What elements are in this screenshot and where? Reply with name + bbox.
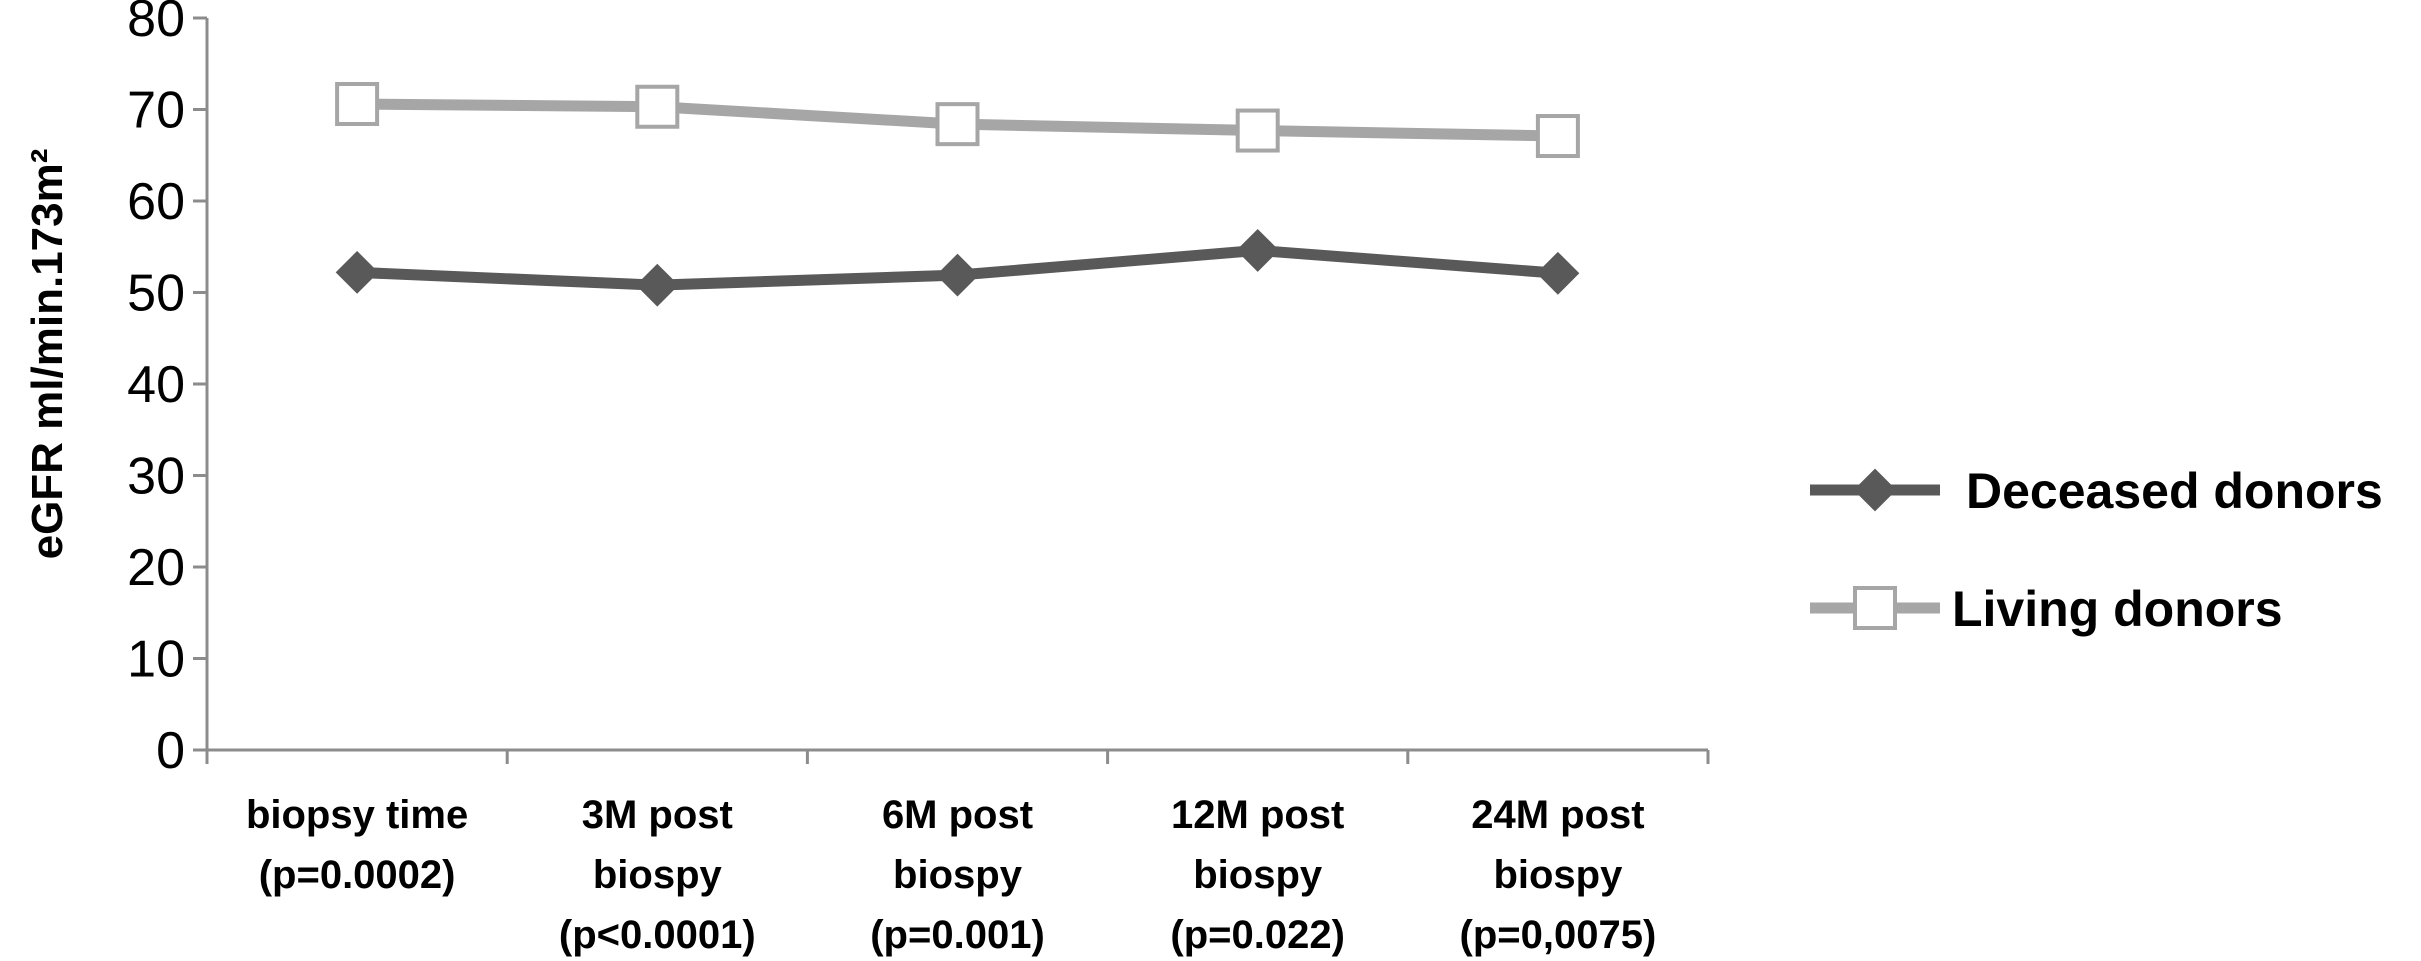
data-point	[1235, 108, 1280, 153]
y-tick-label: 70	[127, 82, 185, 140]
y-tick-label: 60	[127, 173, 185, 231]
legend-item: Deceased donors	[1810, 463, 2383, 519]
x-category-label: 24M post biospy (p=0,0075)	[1460, 793, 1657, 957]
legend-swatch-marker	[1853, 468, 1897, 512]
data-point	[335, 250, 379, 294]
data-point	[1536, 251, 1580, 295]
y-axis-title: eGFR ml/min.173m²	[23, 149, 72, 560]
x-axis-category-labels: biopsy time (p=0.0002) 3M post biospy (p<0.0…	[246, 793, 1656, 957]
data-point	[635, 84, 680, 129]
legend-label: Deceased donors	[1966, 463, 2383, 519]
y-tick-label: 30	[127, 448, 185, 506]
y-tick-label: 10	[127, 631, 185, 689]
y-axis-ticks: 0 10 20 30 40 50 60 70 80	[127, 0, 207, 780]
legend-label: Living donors	[1952, 581, 2283, 637]
x-category-label: biopsy time (p=0.0002)	[246, 793, 468, 897]
x-axis-ticks	[205, 750, 1710, 764]
y-tick-label: 40	[127, 356, 185, 414]
data-point	[635, 263, 679, 307]
legend-swatch-marker	[1853, 586, 1897, 630]
data-point	[935, 102, 980, 147]
data-point	[936, 253, 979, 297]
x-category-label: 12M post biospy (p=0.022)	[1170, 793, 1345, 957]
x-category-label: 6M post biospy (p=0.001)	[870, 793, 1045, 957]
data-point	[1535, 114, 1580, 159]
y-tick-label: 20	[127, 539, 185, 597]
y-tick-label: 80	[127, 0, 185, 48]
series-layer	[335, 82, 1580, 307]
y-tick-label: 0	[156, 722, 185, 780]
series-deceased-donors	[335, 228, 1580, 307]
x-category-label: 3M post biospy (p<0.0001)	[559, 793, 756, 957]
series-living-donors	[335, 82, 1580, 159]
legend: Deceased donors Living donors	[1810, 463, 2383, 637]
data-point	[1236, 228, 1280, 272]
data-point	[335, 82, 380, 127]
legend-item: Living donors	[1810, 581, 2283, 637]
y-tick-label: 50	[127, 265, 185, 323]
